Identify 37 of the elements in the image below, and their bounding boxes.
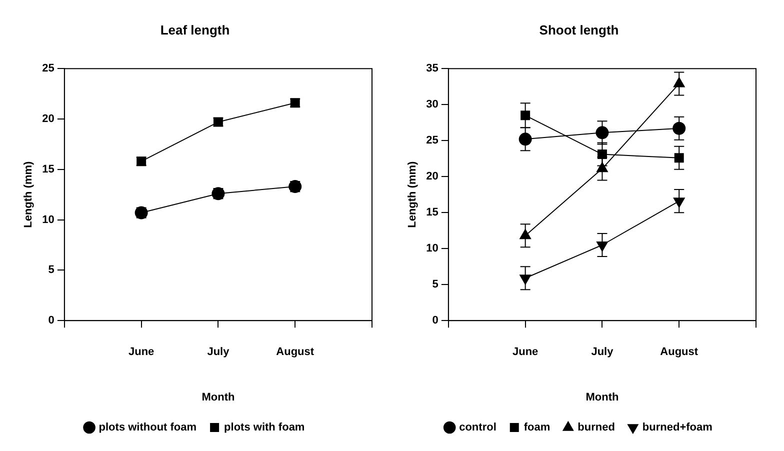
y-tick-label: 20 [426, 170, 438, 183]
x-tick-label: July [591, 346, 614, 358]
legend-label: foam [524, 422, 550, 434]
x-tick-label: June [512, 346, 538, 358]
y-tick-label: 0 [432, 314, 438, 327]
y-tick-label: 10 [426, 242, 438, 255]
y-axis-title: Length (mm) [406, 160, 419, 228]
y-tick-label: 5 [48, 264, 54, 276]
y-tick-label: 5 [432, 278, 438, 291]
legend-label: burned+foam [642, 422, 713, 434]
y-tick-label: 30 [426, 98, 438, 111]
y-tick-label: 25 [426, 134, 438, 147]
point [672, 122, 686, 135]
y-tick-label: 10 [42, 214, 54, 226]
chart-title: Shoot length [539, 22, 619, 38]
x-tick-label: July [207, 346, 230, 358]
legend-label: plots without foam [98, 422, 197, 434]
x-axis-title: Month [586, 391, 619, 404]
x-tick-label: August [276, 346, 314, 358]
legend-label: burned [578, 422, 615, 434]
y-tick-label: 15 [42, 163, 54, 176]
x-tick-label: August [660, 346, 698, 358]
y-axis-title: Length (mm) [22, 160, 35, 228]
legend-label: plots with foam [224, 422, 305, 434]
point [518, 132, 532, 146]
chart-title: Leaf length [160, 22, 230, 38]
point [520, 110, 530, 120]
point [596, 126, 609, 140]
y-tick-label: 0 [48, 314, 54, 327]
y-tick-label: 20 [42, 113, 54, 126]
y-tick-label: 15 [426, 206, 438, 219]
legend-label: control [459, 422, 496, 434]
x-tick-label: June [128, 346, 154, 358]
y-tick-label: 25 [42, 62, 54, 75]
y-tick-label: 35 [426, 62, 438, 75]
point [674, 153, 684, 163]
x-axis-title: Month [202, 391, 235, 404]
